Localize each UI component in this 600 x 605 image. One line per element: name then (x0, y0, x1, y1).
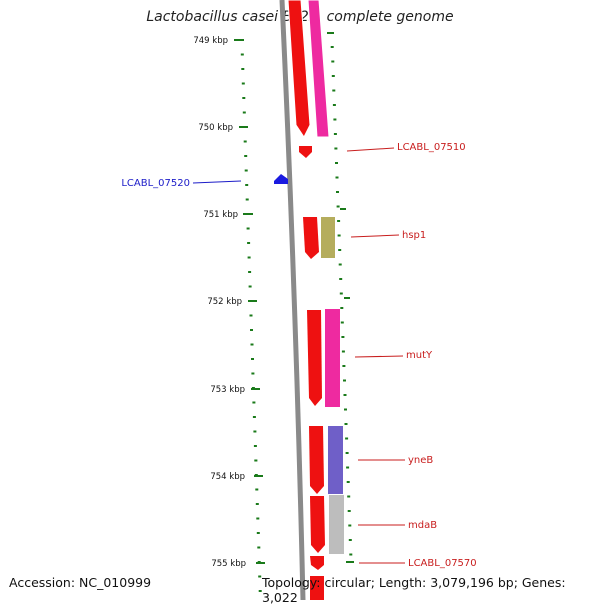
cds-feature[interactable] (303, 217, 319, 259)
gene-feature[interactable] (325, 309, 340, 407)
genome-summary: Topology: circular; Length: 3,079,196 bp… (262, 575, 566, 605)
ruler-label: 751 kbp (203, 210, 238, 220)
cds-feature[interactable] (307, 310, 322, 406)
reverse-gene-feature[interactable] (274, 174, 288, 184)
genome-backbone (279, 0, 306, 600)
gene-label[interactable]: LCABL_07510 (397, 142, 466, 153)
ruler: 749 kbp 750 kbp 751 kbp 752 kbp 753 kbp … (193, 36, 265, 569)
gene-label[interactable]: mutY (406, 350, 433, 361)
genes (274, 0, 344, 600)
ruler-label: 754 kbp (210, 472, 245, 482)
gene-labels: LCABL_07510 LCABL_07520 hsp1 mutY yneB m… (121, 142, 476, 569)
gene-feature[interactable] (329, 495, 344, 554)
cds-feature[interactable] (310, 556, 324, 570)
gene-label[interactable]: yneB (408, 455, 433, 466)
gene-feature[interactable] (307, 0, 330, 138)
ruler-label: 753 kbp (210, 385, 245, 395)
ruler-label: 755 kbp (211, 559, 246, 569)
accession-text: Accession: NC_010999 (9, 575, 152, 590)
cds-feature[interactable] (309, 426, 324, 494)
gene-feature[interactable] (328, 426, 343, 494)
outer-ticks (327, 32, 354, 563)
cds-feature[interactable] (299, 146, 312, 158)
gene-label[interactable]: mdaB (408, 520, 437, 531)
ruler-label: 749 kbp (193, 36, 228, 46)
ruler-label: 750 kbp (198, 123, 233, 133)
cds-feature[interactable] (310, 496, 325, 553)
cds-feature[interactable] (287, 0, 311, 138)
gene-label[interactable]: hsp1 (402, 230, 426, 241)
cds-feature[interactable] (310, 576, 324, 600)
gene-label[interactable]: LCABL_07570 (408, 558, 477, 569)
label-leaders (192, 147, 405, 564)
ruler-label: 752 kbp (207, 297, 242, 307)
gene-feature[interactable] (321, 217, 335, 258)
gene-label[interactable]: LCABL_07520 (121, 178, 190, 189)
